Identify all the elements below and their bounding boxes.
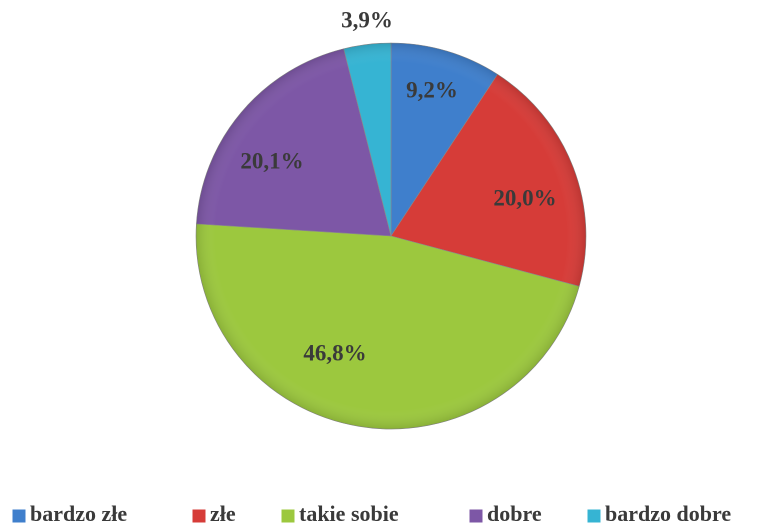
data-label: 46,8% [303,340,366,365]
legend-label: dobre [487,501,542,526]
legend-label: takie sobie [299,501,399,526]
data-label: 9,2% [406,77,458,102]
legend-label: złe [210,501,236,526]
data-label: 3,9% [341,7,393,32]
legend-swatch [586,508,602,524]
legend-label: bardzo dobre [605,501,731,526]
legend-swatch [468,508,484,524]
legend-label: bardzo złe [30,501,127,526]
legend-swatch [11,508,27,524]
legend-swatch [280,508,296,524]
legend-swatch [191,508,207,524]
data-label: 20,0% [493,185,556,210]
data-label: 20,1% [240,148,303,173]
